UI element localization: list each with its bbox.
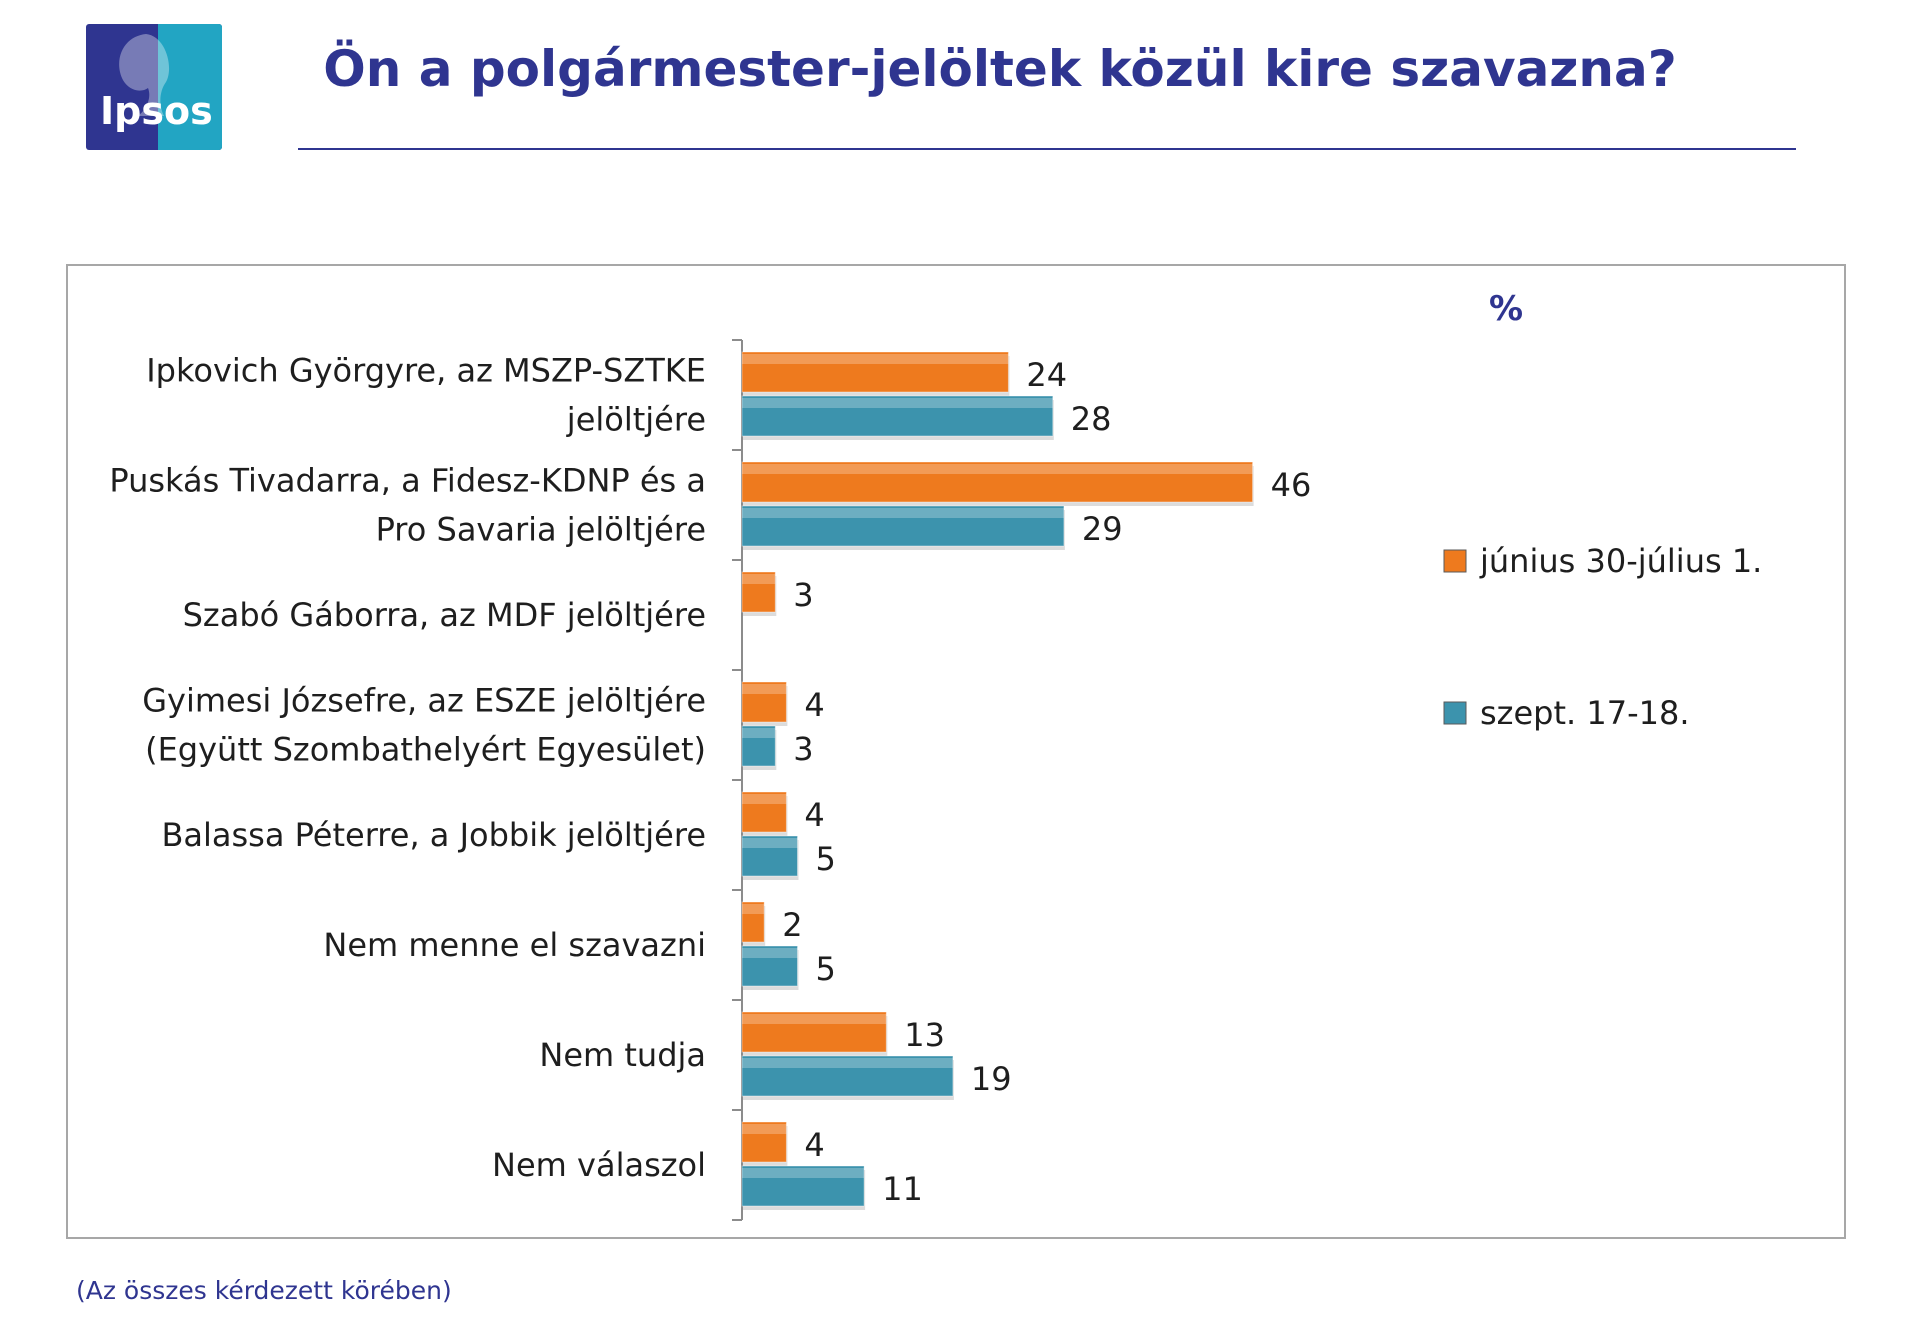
bar-highlight: [742, 508, 1064, 518]
data-label: 13: [904, 1016, 945, 1054]
data-label: 29: [1082, 510, 1123, 548]
data-label: 5: [816, 950, 836, 988]
bar: [741, 681, 787, 723]
legend-entry: szept. 17-18.: [1480, 694, 1690, 732]
bar-highlight: [742, 728, 776, 738]
category-label: Gyimesi Józsefre, az ESZE jelöltjére: [142, 682, 706, 720]
category-label: jelöltjére: [566, 401, 706, 439]
legend-swatch: [1443, 701, 1467, 725]
footnote: (Az összes kérdezett körében): [76, 1276, 452, 1305]
bar: [741, 461, 1254, 503]
bar: [741, 1165, 865, 1207]
bar: [741, 571, 776, 613]
data-label: 11: [882, 1170, 923, 1208]
logo-text: Ipsos: [100, 89, 213, 133]
data-label: 3: [793, 576, 813, 614]
bar-chart: Ipkovich Györgyre, az MSZP-SZTKE jelöltjé…: [109, 289, 1762, 1221]
bar-highlight: [742, 574, 776, 584]
bar-highlight: [742, 948, 798, 958]
bar-highlight: [742, 684, 787, 694]
bar-highlight: [742, 398, 1053, 408]
bar: [741, 505, 1065, 547]
data-label: 24: [1026, 356, 1067, 394]
category-label: Puskás Tivadarra, a Fidesz-KDNP és a: [109, 462, 706, 500]
bar-highlight: [742, 794, 787, 804]
data-label: 3: [793, 730, 813, 768]
data-label: 4: [804, 686, 824, 724]
category-label: Szabó Gáborra, az MDF jelöltjére: [183, 596, 706, 634]
data-label: 2: [782, 906, 802, 944]
bar-highlight: [742, 354, 1009, 364]
unit-label: %: [1489, 289, 1523, 329]
bar: [741, 1055, 954, 1097]
bar: [741, 1121, 787, 1163]
category-label: Nem menne el szavazni: [323, 926, 706, 964]
data-label: 4: [804, 796, 824, 834]
title-divider: [298, 148, 1796, 150]
category-label: Balassa Péterre, a Jobbik jelöltjére: [161, 816, 706, 854]
legend-swatch: [1443, 549, 1467, 573]
bar: [741, 1011, 887, 1053]
data-label: 46: [1271, 466, 1312, 504]
category-label: Pro Savaria jelöltjére: [376, 511, 706, 549]
bar-highlight: [742, 1058, 953, 1068]
bar-highlight: [742, 464, 1253, 474]
bar-highlight: [742, 1014, 887, 1024]
bar: [741, 351, 1009, 393]
legend-entry: június 30-július 1.: [1479, 542, 1762, 580]
category-label: (Együtt Szombathelyért Egyesület): [145, 731, 706, 769]
category-label: Nem válaszol: [492, 1146, 706, 1184]
bar: [741, 791, 787, 833]
chart-frame: Ipkovich Györgyre, az MSZP-SZTKE jelöltjé…: [66, 264, 1846, 1239]
category-label: Nem tudja: [539, 1036, 706, 1074]
bar: [741, 725, 776, 767]
bar-highlight: [742, 838, 798, 848]
ipsos-logo: Ipsos: [86, 24, 222, 150]
bar: [741, 945, 798, 987]
page-title: Ön a polgármester-jelöltek közül kire sz…: [323, 40, 1677, 98]
bar-highlight: [742, 904, 765, 914]
data-label: 19: [971, 1060, 1012, 1098]
category-label: Ipkovich Györgyre, az MSZP-SZTKE: [146, 352, 706, 390]
bar: [741, 395, 1054, 437]
bar-highlight: [742, 1124, 787, 1134]
bar: [741, 901, 765, 943]
data-label: 4: [804, 1126, 824, 1164]
data-label: 28: [1071, 400, 1112, 438]
bar-highlight: [742, 1168, 865, 1178]
data-label: 5: [816, 840, 836, 878]
bar: [741, 835, 798, 877]
